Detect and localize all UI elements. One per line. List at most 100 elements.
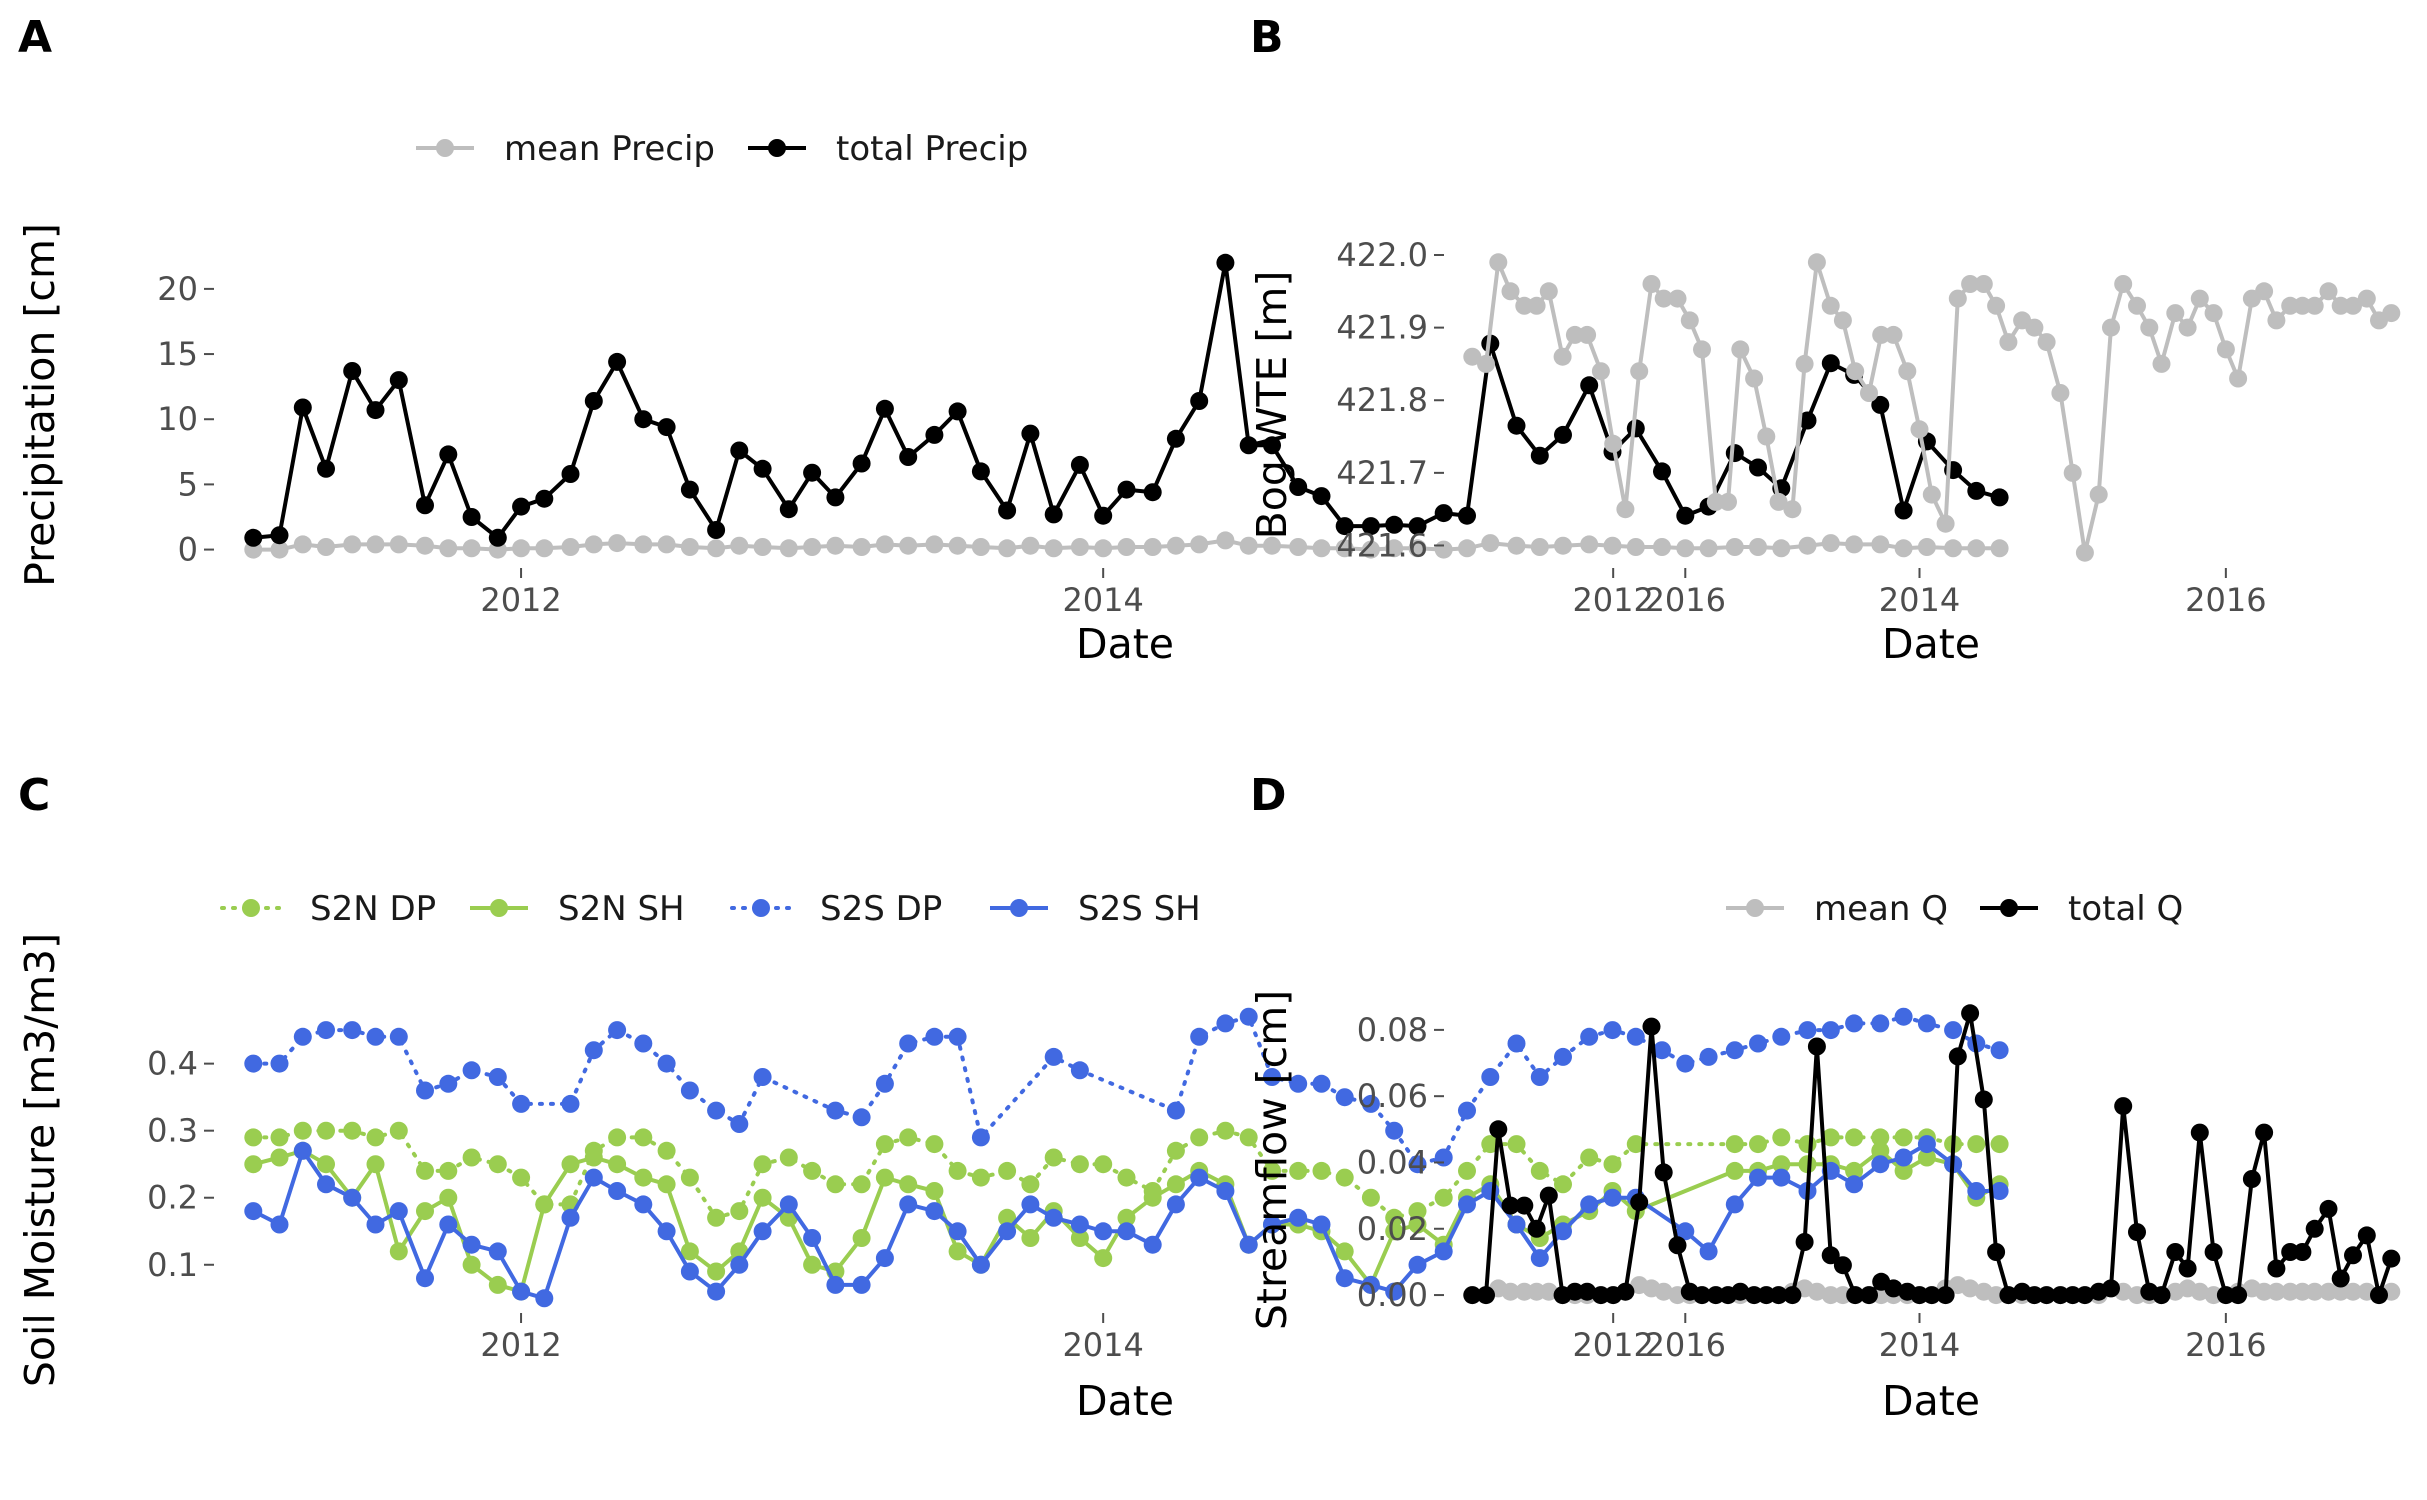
data-point (1312, 1074, 1331, 1093)
data-point (1807, 253, 1826, 272)
data-point (1239, 536, 1258, 555)
data-point (1554, 1222, 1572, 1241)
data-point (416, 1161, 434, 1180)
data-point (1361, 1094, 1380, 1113)
data-point (1408, 1155, 1427, 1174)
data-point (1676, 539, 1695, 558)
data-point (1894, 501, 1913, 520)
data-point (608, 352, 627, 371)
series-line (1463, 253, 2401, 562)
data-point (2152, 1286, 2171, 1305)
data-point (1894, 1007, 1913, 1026)
data-point (971, 1128, 990, 1147)
data-point (1845, 1161, 1864, 1180)
data-point (1361, 1188, 1380, 1207)
data-point (1725, 538, 1744, 556)
data-point (1507, 536, 1526, 555)
data-point (1216, 531, 1235, 550)
data-point (389, 1121, 408, 1140)
data-point (1987, 1286, 2006, 1305)
data-point (826, 536, 845, 555)
data-point (439, 1215, 458, 1234)
data-point (389, 1202, 408, 1221)
y-tick-label: 0.2 (147, 1179, 198, 1217)
data-point (1944, 539, 1963, 558)
data-point (1807, 1282, 1826, 1301)
data-point (1554, 1047, 1572, 1066)
data-point (803, 1229, 822, 1247)
x-tick-label: 2014 (1062, 1326, 1143, 1364)
data-point (1216, 253, 1235, 272)
data-point (852, 1108, 871, 1127)
panel-b: B 421.6 421.7 421.8 421.9 422.0 2012 2014 2016 Da… (1248, 12, 2401, 668)
data-point (1070, 1215, 1089, 1234)
data-point (2114, 275, 2133, 293)
data-point (925, 1202, 944, 1221)
data-point (2267, 1259, 2286, 1278)
x-tick-label: 2016 (1645, 581, 1726, 619)
data-point (1501, 1196, 1520, 1215)
data-point (1580, 376, 1599, 395)
data-point (488, 1155, 507, 1174)
data-point (1143, 1188, 1162, 1207)
data-point (971, 538, 990, 556)
data-point (1798, 1135, 1817, 1154)
data-point (1676, 506, 1695, 525)
data-point (439, 539, 458, 558)
data-point (488, 528, 507, 547)
data-point (1477, 354, 1495, 373)
data-point (1094, 1222, 1113, 1241)
data-point (2063, 463, 2082, 482)
data-point (1990, 1135, 2009, 1154)
data-point (1463, 1286, 1482, 1305)
data-point (439, 1074, 458, 1093)
data-point (293, 1121, 312, 1140)
data-point (1580, 1195, 1599, 1214)
data-point (1833, 311, 1852, 330)
y-tick-label: 0.08 (1357, 1011, 1428, 1049)
data-point (2178, 318, 2197, 337)
data-point (1312, 1215, 1331, 1234)
data-point (608, 1182, 627, 1200)
data-point (366, 1215, 385, 1234)
data-point (1216, 1014, 1235, 1033)
data-point (2305, 1282, 2324, 1301)
data-point (1458, 1195, 1476, 1214)
data-point (634, 1195, 653, 1214)
data-point (1654, 289, 1673, 308)
series-line (251, 1128, 2002, 1220)
data-point (1239, 436, 1258, 455)
data-point (2166, 304, 2185, 323)
data-point (2370, 1286, 2388, 1305)
data-point (2037, 333, 2056, 352)
data-point (2102, 1279, 2120, 1298)
data-point (753, 1068, 772, 1086)
x-axis-title: Date (1882, 620, 1980, 668)
data-point (998, 1208, 1017, 1227)
series-total-q (1463, 1004, 2401, 1305)
data-point (1458, 1101, 1476, 1120)
data-point (608, 1021, 627, 1040)
y-tick-label: 0.4 (147, 1045, 198, 1083)
data-point (1312, 539, 1331, 558)
data-point (1987, 296, 2006, 315)
data-point (293, 535, 312, 554)
data-point (730, 536, 749, 555)
data-point (803, 463, 822, 482)
data-point (1143, 538, 1162, 556)
data-point (1434, 1188, 1453, 1207)
data-point (1603, 536, 1622, 555)
data-point (343, 535, 362, 554)
data-point (680, 1262, 699, 1281)
data-point (561, 465, 580, 483)
data-point (803, 1255, 822, 1274)
data-point (1626, 1027, 1645, 1046)
data-point (1944, 1021, 1963, 1040)
data-point (2190, 289, 2209, 308)
data-point (1527, 296, 1546, 315)
data-point (680, 538, 699, 556)
data-point (753, 1188, 772, 1207)
data-point (1335, 1088, 1354, 1107)
data-point (1385, 539, 1404, 558)
data-point (1603, 1188, 1622, 1207)
